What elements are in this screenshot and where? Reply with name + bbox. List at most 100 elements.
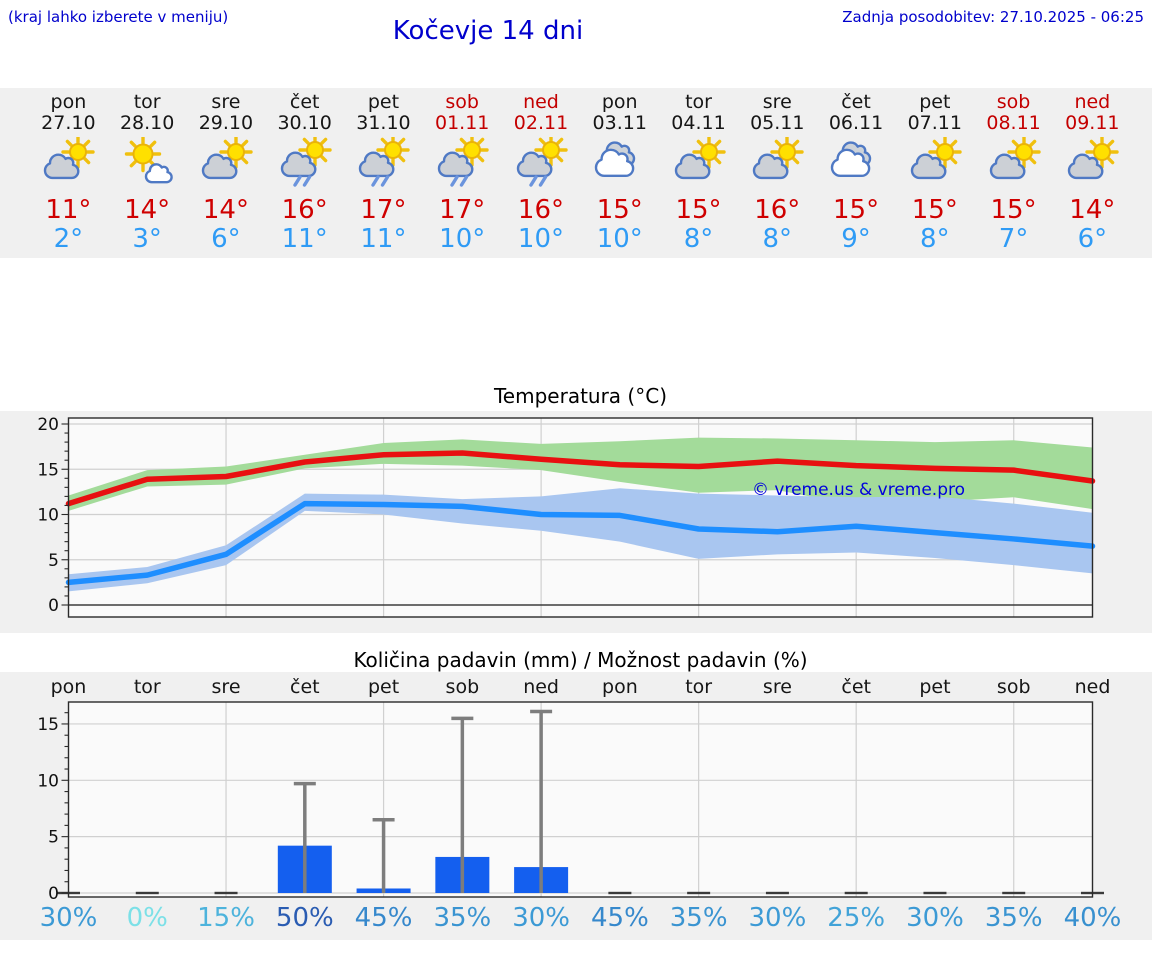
min-temp: 11° <box>360 224 407 254</box>
day-column[interactable]: pet 31.10 17° 11° <box>344 92 423 258</box>
precip-probability: 0% <box>127 903 168 933</box>
header-hint: (kraj lahko izberete v meniju) <box>8 8 229 26</box>
sun-shape <box>1006 137 1041 169</box>
day-date: 02.11 <box>513 112 569 134</box>
max-temp: 14° <box>124 195 171 225</box>
precip-probability: 35% <box>985 903 1043 933</box>
precip-day-label: pon <box>602 676 638 698</box>
error-bar <box>451 716 474 893</box>
min-temperature-range-band <box>68 488 1093 592</box>
day-name: ned <box>523 91 559 113</box>
day-column[interactable]: čet 30.10 16° 11° <box>265 92 344 258</box>
plot-area <box>68 702 1093 897</box>
day-column[interactable]: ned 09.11 14° 6° <box>1053 92 1132 258</box>
zero-precip-marker <box>1002 891 1026 895</box>
day-date: 27.10 <box>41 112 96 134</box>
precip-probability: 25% <box>827 903 885 933</box>
day-column[interactable]: pon 03.11 15° 10° <box>580 92 659 258</box>
day-column[interactable]: tor 28.10 14° 3° <box>108 92 187 258</box>
zero-precip-marker <box>844 891 868 895</box>
day-name: ned <box>1074 91 1111 113</box>
sun-shape <box>1085 137 1120 169</box>
day-name: pon <box>50 91 87 113</box>
weather-icon-box <box>580 136 659 192</box>
y-axis-ticks <box>61 423 69 606</box>
precip-day-label: tor <box>134 676 161 698</box>
max-temp: 11° <box>45 195 92 225</box>
precip-probability: 35% <box>433 903 491 933</box>
day-date: 09.11 <box>1065 112 1120 134</box>
day-date: 08.11 <box>986 112 1041 134</box>
day-date: 29.10 <box>198 112 254 134</box>
zero-precip-marker <box>608 891 632 895</box>
temp-chart-canvas: 0 5 10 15 20 © vreme.us & vreme.pro <box>37 415 1096 618</box>
day-date: 28.10 <box>119 112 175 134</box>
y-axis-label: 5 <box>48 551 59 571</box>
day-date: 04.11 <box>671 112 726 134</box>
day-column[interactable]: sre 29.10 14° 6° <box>187 92 266 258</box>
max-temperature-line <box>65 450 1096 507</box>
max-temp: 15° <box>675 195 722 225</box>
zero-precip-marker <box>214 891 238 895</box>
day-column[interactable]: pon 27.10 11° 2° <box>29 92 108 258</box>
y-axis-label: 0 <box>48 884 59 904</box>
weather-icon-box <box>974 136 1053 192</box>
weather-icon-box <box>108 136 187 192</box>
precip-day-label: pet <box>368 676 399 698</box>
day-strip: pon 27.10 11° 2° tor 28.10 14° 3° sre 29.10 14° 6° č… <box>0 88 1152 258</box>
min-temp: 10° <box>517 224 565 254</box>
day-column[interactable]: sre 05.11 16° 8° <box>738 92 817 258</box>
precip-probability: 30% <box>40 903 98 933</box>
zero-precip-marker <box>687 891 711 895</box>
precip-probability: 15% <box>197 903 255 933</box>
precip-day-label: pet <box>919 676 950 698</box>
day-name: pon <box>601 91 638 113</box>
min-temperature-line <box>65 500 1096 586</box>
max-temp: 14° <box>1069 195 1116 225</box>
max-temp: 14° <box>202 195 249 225</box>
max-temperature-range-band <box>68 437 1093 511</box>
day-name: čet <box>289 91 320 113</box>
precip-day-label: tor <box>685 676 712 698</box>
min-temp: 8° <box>920 224 950 254</box>
day-date: 01.11 <box>435 112 490 134</box>
precip-day-label: sob <box>997 676 1031 698</box>
max-temp: 16° <box>281 195 328 225</box>
day-name: sob <box>445 91 479 113</box>
precip-day-label: čet <box>841 676 871 698</box>
precip-probability: 50% <box>276 903 334 933</box>
min-temp: 8° <box>683 224 714 254</box>
precip-day-label: čet <box>290 676 320 698</box>
precip-probability: 30% <box>906 903 964 933</box>
precip-day-label: sre <box>212 676 241 698</box>
cloudy-icon <box>594 141 635 178</box>
weather-icon-box <box>265 136 344 192</box>
day-column[interactable]: ned 02.11 16° 10° <box>502 92 581 258</box>
day-date: 03.11 <box>592 112 647 134</box>
day-column[interactable]: čet 06.11 15° 9° <box>817 92 896 258</box>
watermark-link[interactable]: © vreme.us & vreme.pro <box>752 480 965 500</box>
rain-sun-icon <box>516 137 568 187</box>
day-column[interactable]: sob 01.11 17° 10° <box>423 92 502 258</box>
y-axis-label: 5 <box>48 828 59 848</box>
max-temp: 17° <box>360 195 407 225</box>
rain-sun-icon <box>438 137 489 187</box>
partly-cloudy-icon <box>44 137 96 180</box>
weather-icon-box <box>423 136 502 192</box>
weather-icon-box <box>738 136 817 192</box>
zero-precip-marker <box>135 891 159 895</box>
min-temp: 7° <box>998 224 1029 254</box>
day-name: pet <box>367 91 400 113</box>
day-name: tor <box>685 91 712 113</box>
precip-probability: 45% <box>355 903 413 933</box>
min-temp: 6° <box>1077 224 1108 254</box>
temp-chart-title: Temperatura (°C) <box>493 384 667 408</box>
day-column[interactable]: tor 04.11 15° 8° <box>659 92 738 258</box>
weather-icon-box <box>659 136 738 192</box>
day-column[interactable]: sob 08.11 15° 7° <box>974 92 1053 258</box>
day-column[interactable]: pet 07.11 15° 8° <box>895 92 974 258</box>
day-name: sre <box>762 91 792 113</box>
partly-cloudy-icon <box>753 137 804 180</box>
min-temp: 10° <box>596 224 643 254</box>
max-temp: 15° <box>832 195 880 225</box>
